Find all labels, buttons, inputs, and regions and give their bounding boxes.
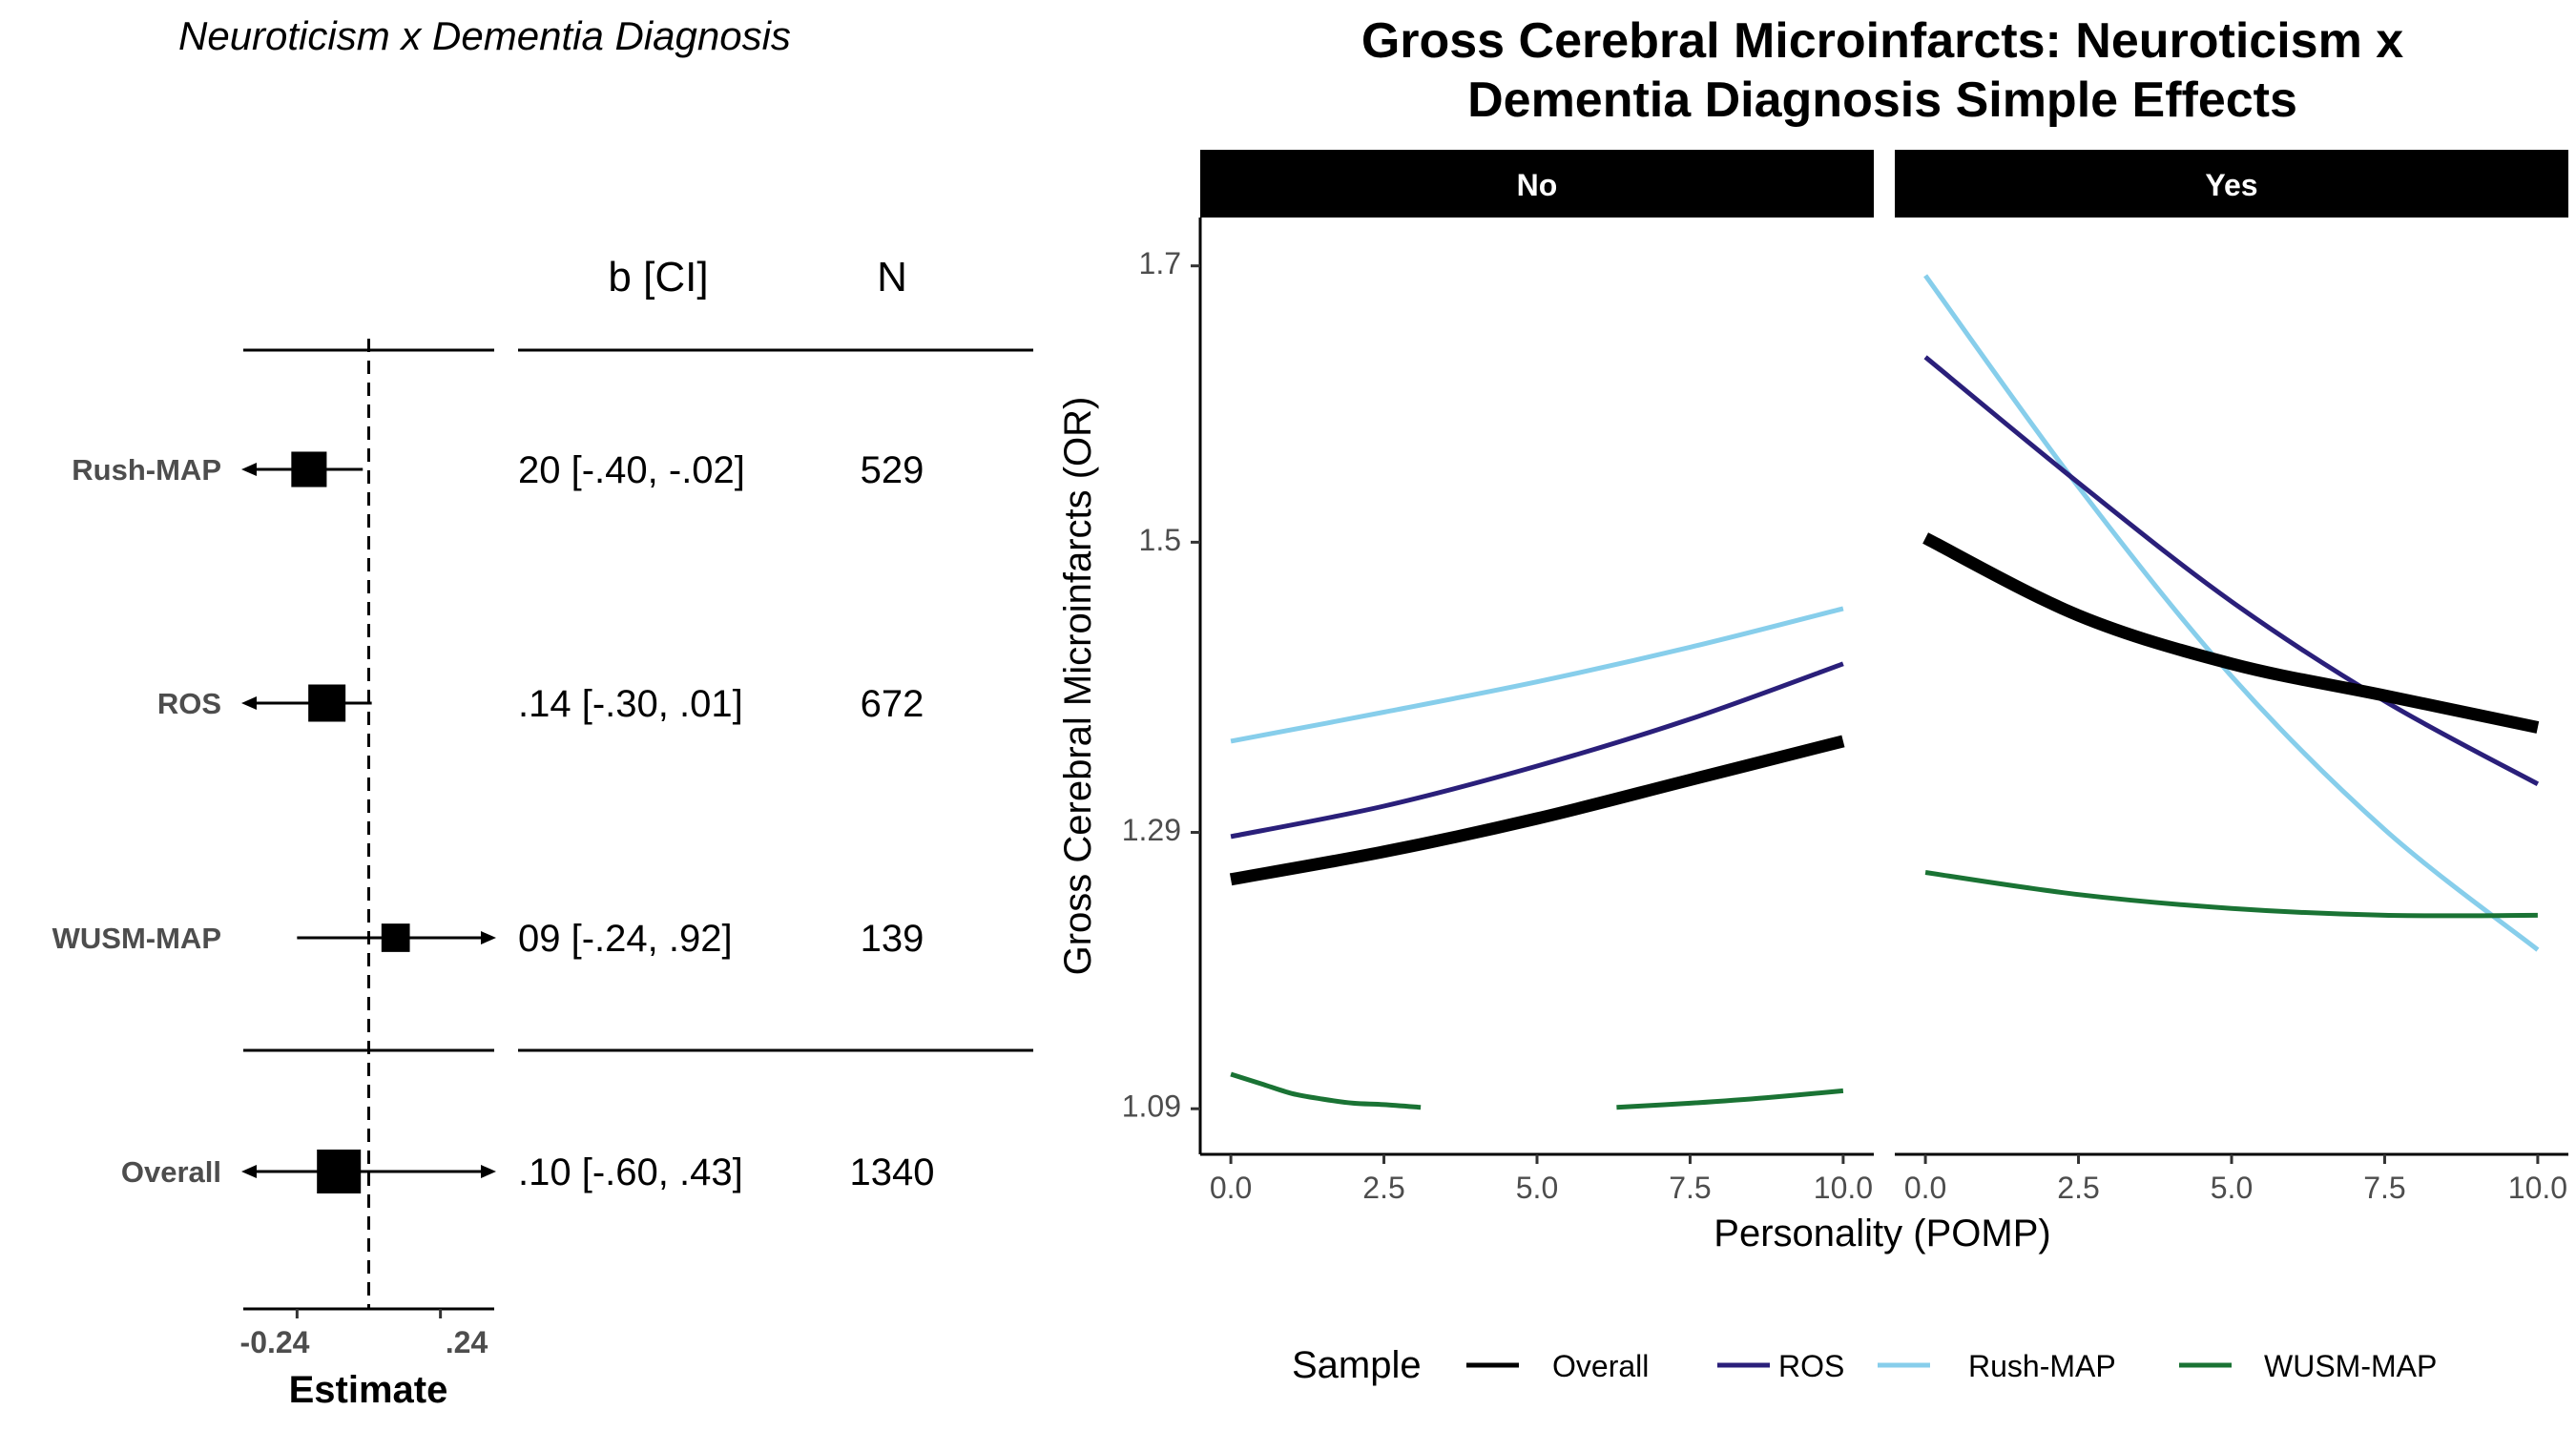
n-text-overall: 1340 [850, 1151, 935, 1193]
y-ticks: 1.09 1.29 1.5 1.7 [1122, 246, 1200, 1124]
study-label-rush-map: Rush-MAP [72, 453, 221, 487]
x-tick-label: 0.0 [1904, 1171, 1946, 1205]
point-estimate-wusm-map [381, 923, 410, 952]
legend-label-ros: ROS [1778, 1349, 1844, 1383]
x-tick-label: 5.0 [2211, 1171, 2253, 1205]
x-axis-title: Personality (POMP) [1714, 1213, 2050, 1255]
x-ticks: 0.0 2.5 5.0 7.5 10.0 0.0 2.5 5.0 7.5 10.… [1210, 1154, 2567, 1205]
legend-label-rush-map: Rush-MAP [1968, 1349, 2116, 1383]
x-tick-label: 7.5 [1669, 1171, 1711, 1205]
strip-yes [1895, 150, 2568, 218]
ci-text-wusm-map: 09 [-.24, .92] [518, 918, 733, 960]
study-label-wusm-map: WUSM-MAP [52, 922, 221, 955]
ci-arrow-right-overall [481, 1165, 496, 1178]
x-tick-label: 5.0 [1516, 1171, 1558, 1205]
forest-title: Neuroticism x Dementia Diagnosis [178, 13, 791, 58]
study-label-overall: Overall [121, 1155, 221, 1189]
chart-title-line-2: Dementia Diagnosis Simple Effects [1467, 73, 2297, 128]
x-tick-label: 2.5 [2057, 1171, 2099, 1205]
legend-label-overall: Overall [1552, 1349, 1649, 1383]
x-tick-label: 0.0 [1210, 1171, 1252, 1205]
y-tick-label: 1.7 [1139, 246, 1181, 280]
forest-x-axis-title: Estimate [289, 1369, 448, 1411]
legend-title: Sample [1292, 1344, 1422, 1386]
forest-plot: Neuroticism x Dementia Diagnosis b [CI] … [52, 13, 1033, 1411]
point-estimate-ros [308, 684, 346, 722]
strip-label-no: No [1517, 168, 1558, 202]
ci-text-ros: .14 [-.30, .01] [518, 683, 743, 725]
n-text-wusm-map: 139 [861, 918, 924, 960]
ci-arrow-left-ros [241, 696, 257, 710]
forest-rows: Rush-MAP 20 [-.40, -.02] 529 ROS .14 [-.30, … [52, 449, 935, 1193]
point-estimate-rush-map [291, 451, 327, 487]
forest-x-tick-label: .24 [446, 1325, 488, 1359]
n-text-ros: 672 [861, 683, 924, 725]
y-tick-label: 1.09 [1122, 1089, 1181, 1124]
y-tick-label: 1.29 [1122, 813, 1181, 847]
column-header-n: N [877, 254, 907, 301]
series-line-no-wusm-map [1230, 1071, 1422, 1110]
legend: Sample Overall ROS Rush-MAP WUSM-MAP [1292, 1344, 2437, 1386]
strip-label-yes: Yes [2205, 168, 2257, 202]
ci-arrow-right-wusm-map [481, 931, 496, 944]
legend-label-wusm-map: WUSM-MAP [2264, 1349, 2437, 1383]
y-tick-label: 1.5 [1139, 523, 1181, 557]
ci-arrow-left-rush-map [241, 463, 257, 476]
series-layer [1229, 274, 2540, 1110]
study-label-ros: ROS [157, 687, 221, 720]
series-line-no-overall [1229, 735, 1845, 886]
series-line-no-wusm-map-2 [1616, 1088, 1844, 1110]
strip-no [1200, 150, 1874, 218]
column-header-ci: b [CI] [608, 254, 708, 301]
chart-title-line-1: Gross Cerebral Microinfarcts: Neuroticis… [1361, 13, 2403, 69]
point-estimate-overall [317, 1150, 362, 1193]
x-tick-label: 10.0 [1814, 1171, 1873, 1205]
series-line-yes-rush-map [1923, 274, 2540, 952]
series-line-yes-wusm-map [1924, 870, 2538, 919]
line-chart: Gross Cerebral Microinfarcts: Neuroticis… [1057, 13, 2568, 1386]
ci-text-overall: .10 [-.60, .43] [518, 1151, 743, 1193]
series-line-yes-overall [1922, 532, 2540, 734]
n-text-rush-map: 529 [861, 449, 924, 491]
series-line-no-rush-map [1230, 606, 1844, 744]
series-line-yes-ros [1923, 355, 2540, 787]
ci-arrow-left-overall [241, 1165, 257, 1178]
x-tick-label: 7.5 [2363, 1171, 2405, 1205]
x-tick-label: 2.5 [1362, 1171, 1404, 1205]
x-tick-label: 10.0 [2508, 1171, 2567, 1205]
y-axis-title: Gross Cerebral Microinfarcts (OR) [1057, 397, 1099, 976]
forest-x-tick-label: -0.24 [240, 1325, 310, 1359]
series-line-no-ros [1230, 661, 1844, 840]
ci-text-rush-map: 20 [-.40, -.02] [518, 449, 745, 491]
